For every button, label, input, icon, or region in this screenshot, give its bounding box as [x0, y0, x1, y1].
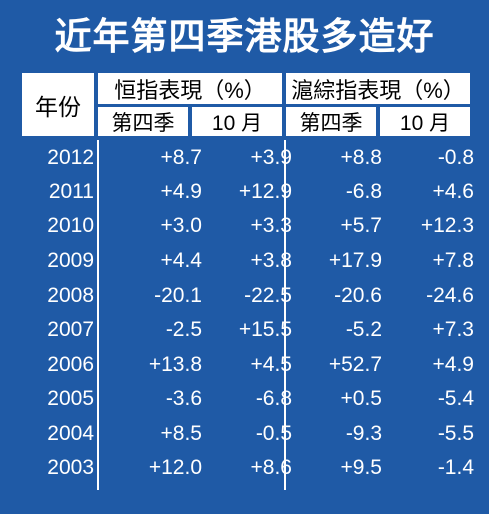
table-row: 2010 +3.0 +3.3 +5.7 +12.3	[22, 210, 474, 241]
sci-q4-cell: +52.7	[328, 353, 382, 376]
hsi-oct-cell: +15.5	[238, 318, 292, 341]
hsi-q4-cell: +8.5	[160, 422, 202, 445]
hsi-q4-cell: -3.6	[165, 387, 202, 410]
hsi-q4-cell: +4.9	[160, 180, 202, 203]
hsi-q4-cell: -2.5	[165, 318, 202, 341]
hsi-oct-cell: -6.8	[255, 387, 292, 410]
sci-oct-cell: +4.6	[432, 180, 474, 203]
table-row: 2008 -20.1 -22.5 -20.6 -24.6	[22, 280, 474, 311]
hsi-q4-cell: +12.0	[148, 456, 202, 479]
sci-header-label: 滬綜指表現（%）	[291, 77, 465, 103]
sci-oct-cell: -5.4	[437, 387, 474, 410]
table-row: 2012 +8.7 +3.9 +8.8 -0.8	[22, 142, 474, 173]
sci-oct-cell: +12.3	[420, 214, 474, 237]
hsi-q4-cell: -20.1	[154, 284, 202, 307]
table-row: 2006 +13.8 +4.5 +52.7 +4.9	[22, 349, 474, 380]
hsi-header: 恒指表現（%）	[98, 73, 282, 104]
sci-q4-cell: -20.6	[334, 284, 382, 307]
sci-oct-cell: -24.6	[426, 284, 474, 307]
sci-q4-cell: +5.7	[340, 214, 382, 237]
sci-q4-cell: +8.8	[340, 146, 382, 169]
hsi-oct-cell: +3.3	[250, 214, 292, 237]
hsi-oct-cell: +8.6	[250, 456, 292, 479]
hsi-oct-cell: +12.9	[238, 180, 292, 203]
sci-q4-header: 第四季	[286, 107, 376, 136]
year-header-label: 年份	[35, 93, 81, 120]
sci-q4-cell: +9.5	[340, 456, 382, 479]
sci-oct-cell: -0.8	[437, 146, 474, 169]
table-row: 2007 -2.5 +15.5 -5.2 +7.3	[22, 314, 474, 345]
year-cell: 2011	[48, 180, 94, 203]
year-cell: 2003	[47, 456, 94, 479]
year-cell: 2008	[47, 284, 94, 307]
hsi-q4-header: 第四季	[98, 107, 188, 136]
page-title: 近年第四季港股多造好	[54, 14, 435, 58]
hsi-q4-cell: +8.7	[160, 146, 202, 169]
sci-q4-cell: -6.8	[345, 180, 382, 203]
sci-oct-cell: +7.3	[432, 318, 474, 341]
table-row: 2009 +4.4 +3.8 +17.9 +7.8	[22, 245, 474, 276]
sci-oct-cell: -5.5	[437, 422, 474, 445]
table-row: 2011 +4.9 +12.9 -6.8 +4.6	[22, 176, 474, 207]
hsi-oct-cell: -22.5	[244, 284, 292, 307]
hsi-q4-cell: +3.0	[160, 214, 202, 237]
sci-q4-cell: -5.2	[345, 318, 382, 341]
sci-oct-header: 10 月	[380, 107, 470, 136]
hsi-oct-header: 10 月	[192, 107, 282, 136]
hsi-oct-cell: +3.9	[250, 146, 292, 169]
year-header: 年份	[22, 73, 94, 136]
year-cell: 2006	[47, 353, 94, 376]
table-row: 2003 +12.0 +8.6 +9.5 -1.4	[22, 452, 474, 483]
year-cell: 2012	[47, 146, 94, 169]
year-cell: 2004	[47, 422, 94, 445]
sci-oct-cell: +7.8	[432, 249, 474, 272]
sci-q4-cell: -9.3	[345, 422, 382, 445]
hsi-header-label: 恒指表現（%）	[114, 77, 266, 103]
sci-header: 滬綜指表現（%）	[286, 73, 470, 104]
hsi-q4-cell: +13.8	[148, 353, 202, 376]
hsi-oct-cell: -0.5	[255, 422, 292, 445]
sci-q4-cell: +17.9	[328, 249, 382, 272]
table-row: 2004 +8.5 -0.5 -9.3 -5.5	[22, 418, 474, 449]
sci-oct-cell: -1.4	[437, 456, 474, 479]
year-cell: 2010	[47, 214, 94, 237]
year-cell: 2007	[47, 318, 94, 341]
column-divider-sci	[284, 140, 286, 490]
column-divider-hsi	[97, 140, 99, 490]
sci-q4-cell: +0.5	[340, 387, 382, 410]
year-cell: 2005	[47, 387, 94, 410]
sci-oct-cell: +4.9	[432, 353, 474, 376]
year-cell: 2009	[47, 249, 94, 272]
table-row: 2005 -3.6 -6.8 +0.5 -5.4	[22, 383, 474, 414]
hsi-q4-cell: +4.4	[160, 249, 202, 272]
hsi-oct-cell: +3.8	[250, 249, 292, 272]
hsi-oct-cell: +4.5	[250, 353, 292, 376]
